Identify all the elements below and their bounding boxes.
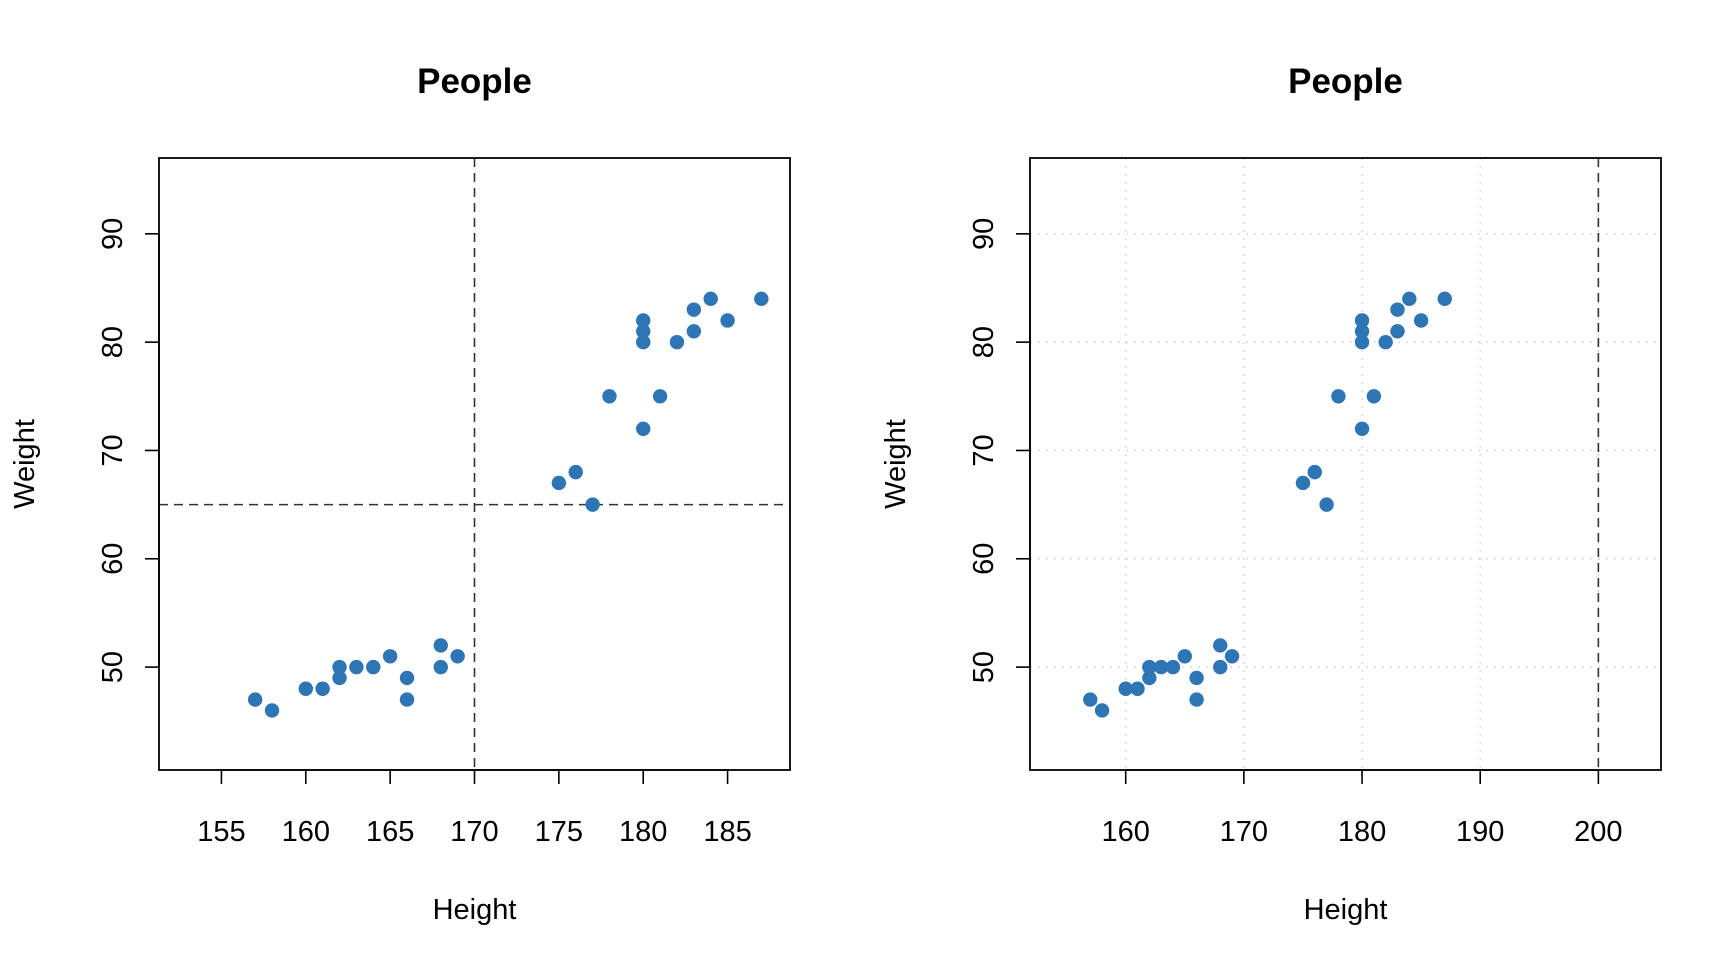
- data-point: [1354, 334, 1370, 350]
- data-point: [1142, 670, 1157, 686]
- data-point: [1331, 389, 1346, 404]
- data-point: [1437, 291, 1452, 307]
- y-tick-label: 60: [968, 543, 1000, 575]
- data-point: [686, 302, 702, 317]
- data-point: [703, 291, 718, 307]
- plot-frame: [1029, 157, 1662, 771]
- data-point: [433, 638, 448, 653]
- x-tick-label: 185: [703, 816, 751, 848]
- data-point: [1165, 659, 1181, 675]
- data-point: [652, 389, 668, 404]
- y-tick-label: 80: [968, 326, 1000, 358]
- x-axis-label: Height: [1304, 894, 1388, 926]
- data-point: [1390, 302, 1405, 317]
- data-point: [1402, 291, 1417, 307]
- x-tick-label: 155: [197, 816, 245, 848]
- data-point: [1378, 334, 1393, 350]
- data-point: [551, 475, 567, 491]
- data-point: [1213, 638, 1228, 653]
- data-point: [686, 324, 702, 339]
- y-tick-label: 90: [968, 218, 1000, 250]
- x-tick-label: 180: [619, 816, 667, 848]
- data-point: [1083, 692, 1098, 707]
- data-point: [1094, 703, 1110, 718]
- data-point: [264, 703, 280, 718]
- data-point: [636, 324, 651, 339]
- x-tick-label: 170: [450, 816, 498, 848]
- chart-title: People: [1288, 62, 1403, 101]
- data-point: [298, 681, 313, 696]
- y-tick-label: 50: [97, 651, 129, 683]
- data-point: [568, 464, 583, 480]
- data-point: [1153, 659, 1169, 675]
- data-point: [636, 334, 651, 350]
- data-point: [1307, 464, 1322, 480]
- data-point: [332, 659, 347, 675]
- x-tick-label: 160: [282, 816, 330, 848]
- data-point: [1130, 681, 1145, 696]
- data-point: [720, 313, 735, 328]
- chart-title: People: [417, 62, 532, 101]
- data-point: [382, 649, 398, 664]
- x-tick-label: 190: [1456, 816, 1504, 848]
- x-axis-label: Height: [433, 894, 517, 926]
- data-point: [433, 659, 448, 675]
- y-tick-label: 90: [97, 218, 129, 250]
- y-tick-label: 70: [968, 434, 1000, 466]
- data-point: [636, 313, 651, 328]
- y-tick-label: 80: [97, 326, 129, 358]
- data-point: [602, 389, 617, 404]
- y-axis-label: Weight: [9, 419, 41, 509]
- scatter-panel-left: 155 160 165 170 175 180 185 50 60 70 80 90 People Hei…: [9, 62, 791, 926]
- data-point: [669, 334, 685, 350]
- data-point: [1354, 313, 1370, 328]
- y-tick-label: 50: [968, 651, 1000, 683]
- data-point: [1390, 324, 1405, 339]
- data-point: [450, 649, 465, 664]
- data-point: [399, 670, 415, 686]
- y-tick-label: 60: [97, 543, 129, 575]
- y-axis-label: Weight: [880, 419, 912, 509]
- data-point: [366, 659, 381, 675]
- data-point: [585, 497, 600, 512]
- x-tick-label: 165: [366, 816, 414, 848]
- data-point: [1295, 475, 1311, 491]
- data-point: [1354, 421, 1370, 436]
- x-tick-label: 200: [1574, 816, 1622, 848]
- data-point: [1177, 649, 1192, 664]
- x-tick-label: 160: [1102, 816, 1150, 848]
- y-tick-label: 70: [97, 434, 129, 466]
- data-point: [1142, 659, 1157, 675]
- data-point: [636, 421, 651, 436]
- data-point: [1189, 692, 1204, 707]
- data-point: [315, 681, 330, 696]
- data-point: [1366, 389, 1382, 404]
- data-point: [1319, 497, 1334, 512]
- data-point: [1354, 324, 1370, 339]
- data-point: [1413, 313, 1429, 328]
- data-point: [332, 670, 347, 686]
- data-point: [247, 692, 263, 707]
- data-point: [349, 659, 364, 675]
- x-tick-label: 170: [1220, 816, 1268, 848]
- data-point: [1118, 681, 1133, 696]
- data-point: [754, 291, 769, 307]
- scatter-panel-right: 160 170 180 190 200 50 60 70 80 90 People Height Wei…: [880, 62, 1662, 926]
- data-point: [1189, 670, 1204, 686]
- x-tick-label: 180: [1338, 816, 1386, 848]
- data-point: [399, 692, 415, 707]
- data-point: [1224, 649, 1240, 664]
- data-point: [1213, 659, 1228, 675]
- x-tick-label: 175: [535, 816, 583, 848]
